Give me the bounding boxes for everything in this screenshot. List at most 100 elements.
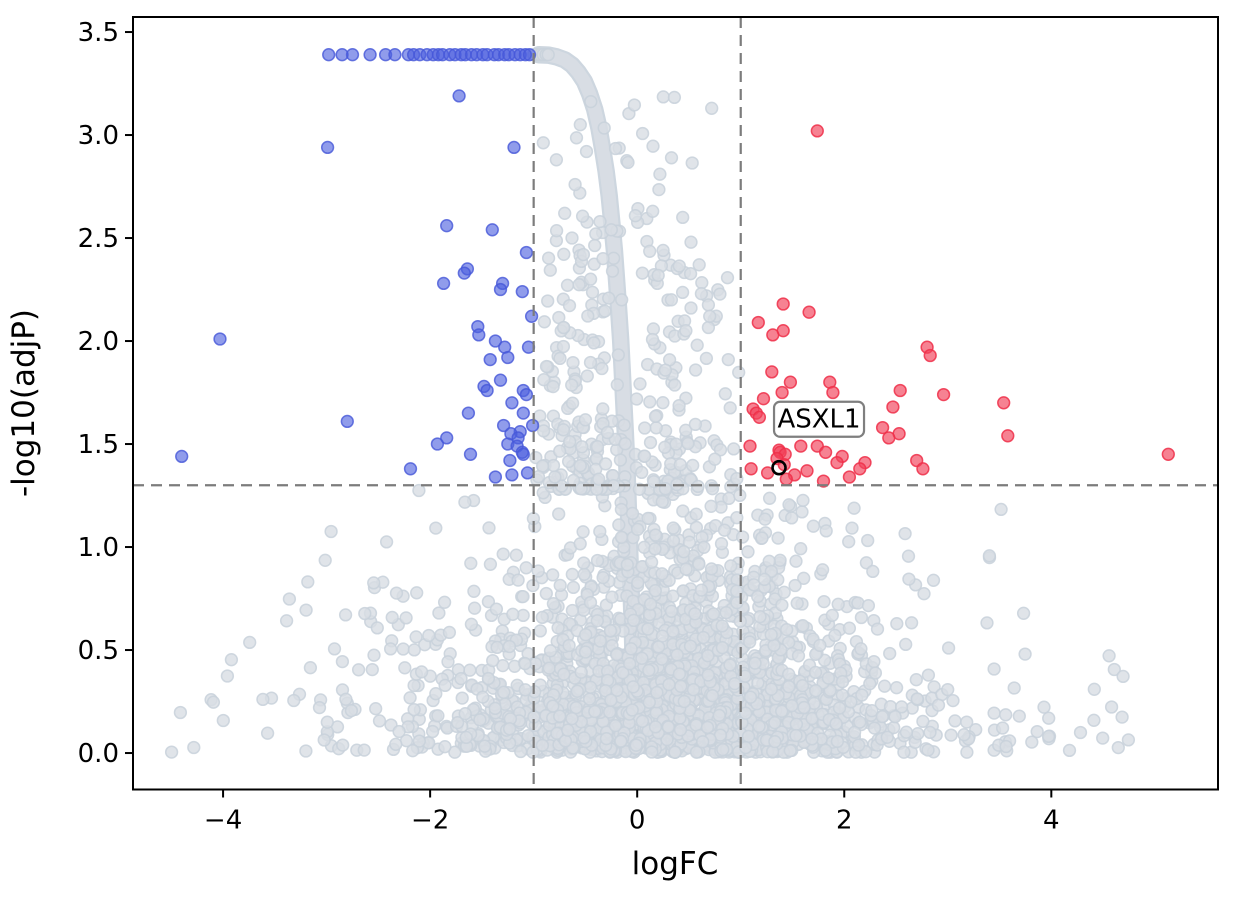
ns-point xyxy=(595,361,609,376)
annotation-label: ASXL1 xyxy=(777,405,860,435)
ns-point xyxy=(409,630,423,644)
ns-point xyxy=(483,557,498,571)
y-tick-label: 2.0 xyxy=(78,327,119,357)
up-point xyxy=(794,439,808,453)
ns-point xyxy=(566,355,580,370)
ns-point xyxy=(650,685,664,700)
ns-point xyxy=(668,378,682,392)
down-point xyxy=(440,219,454,233)
ns-point xyxy=(458,707,472,721)
ns-point xyxy=(828,628,842,643)
ns-point xyxy=(889,681,904,695)
ns-point xyxy=(644,555,659,569)
ns-point xyxy=(689,745,704,759)
down-point xyxy=(175,449,189,464)
ns-point xyxy=(318,553,332,567)
ns-point xyxy=(582,692,597,706)
ns-point xyxy=(911,727,925,741)
ns-point xyxy=(173,705,188,720)
ns-point xyxy=(412,483,426,498)
ns-point xyxy=(795,679,810,693)
ns-point xyxy=(721,352,735,367)
ns-point xyxy=(768,716,782,730)
ns-point xyxy=(917,587,931,601)
ns-point xyxy=(506,607,520,621)
ns-point xyxy=(706,607,721,621)
ns-point xyxy=(580,369,594,383)
ns-point xyxy=(712,708,726,723)
ns-point xyxy=(556,320,571,335)
ns-point xyxy=(764,628,778,642)
down-point xyxy=(483,352,497,367)
ns-point xyxy=(861,533,875,548)
ns-point xyxy=(656,396,670,410)
ns-point xyxy=(502,722,517,736)
ns-point xyxy=(708,452,722,466)
ns-point xyxy=(809,684,823,698)
down-capped-point xyxy=(363,48,377,62)
ns-point xyxy=(596,402,610,416)
ns-point xyxy=(351,663,366,677)
ns-point xyxy=(369,702,383,716)
down-point xyxy=(488,334,503,348)
ns-point xyxy=(358,606,372,621)
ns-point xyxy=(553,709,567,723)
ns-point xyxy=(957,728,971,742)
ns-point xyxy=(688,607,702,621)
ns-point xyxy=(432,606,446,620)
up-point xyxy=(744,462,758,476)
ns-point xyxy=(667,90,682,105)
ns-point xyxy=(718,387,732,401)
ns-point xyxy=(791,649,806,663)
ns-point xyxy=(899,725,914,739)
up-point xyxy=(826,385,840,400)
ns-point xyxy=(664,151,679,165)
ns-point xyxy=(575,209,590,223)
ns-point xyxy=(637,540,651,554)
ns-point xyxy=(999,708,1013,722)
ns-point xyxy=(861,598,876,613)
ns-point xyxy=(944,728,958,742)
ns-point xyxy=(677,545,691,559)
ns-point xyxy=(557,667,571,681)
up-point xyxy=(893,383,907,398)
ns-point xyxy=(635,714,650,728)
down-point xyxy=(516,447,530,461)
ns-point xyxy=(549,153,564,167)
ns-point xyxy=(486,653,500,668)
ns-point xyxy=(1018,647,1032,661)
up-point xyxy=(766,328,780,342)
ns-point xyxy=(488,701,502,716)
down-point xyxy=(505,468,519,482)
ns-point xyxy=(994,502,1008,517)
ns-point xyxy=(396,642,410,656)
ns-point xyxy=(651,268,665,283)
ns-capped-point xyxy=(541,48,555,62)
up-point xyxy=(783,375,798,389)
ns-point xyxy=(596,570,610,585)
down-point xyxy=(463,447,478,461)
ns-point xyxy=(455,691,469,705)
ns-point xyxy=(652,182,666,197)
ns-point xyxy=(648,409,663,424)
ns-point xyxy=(516,589,530,604)
highlighted-point-marker xyxy=(771,459,787,476)
ns-point xyxy=(682,535,697,549)
ns-point xyxy=(825,608,839,623)
ns-point xyxy=(611,348,625,362)
ns-point xyxy=(751,589,765,604)
ns-point xyxy=(383,642,398,656)
down-point xyxy=(403,462,418,476)
ns-point xyxy=(398,661,412,675)
ns-point xyxy=(509,548,523,562)
down-point xyxy=(320,140,335,155)
ns-point xyxy=(672,398,686,413)
ns-point xyxy=(916,714,930,729)
down-point xyxy=(472,328,486,342)
ns-point xyxy=(987,662,1001,676)
gene-annotation: ASXL1 xyxy=(771,400,866,476)
ns-point xyxy=(575,440,589,454)
up-point xyxy=(882,431,896,445)
down-point xyxy=(440,431,454,445)
